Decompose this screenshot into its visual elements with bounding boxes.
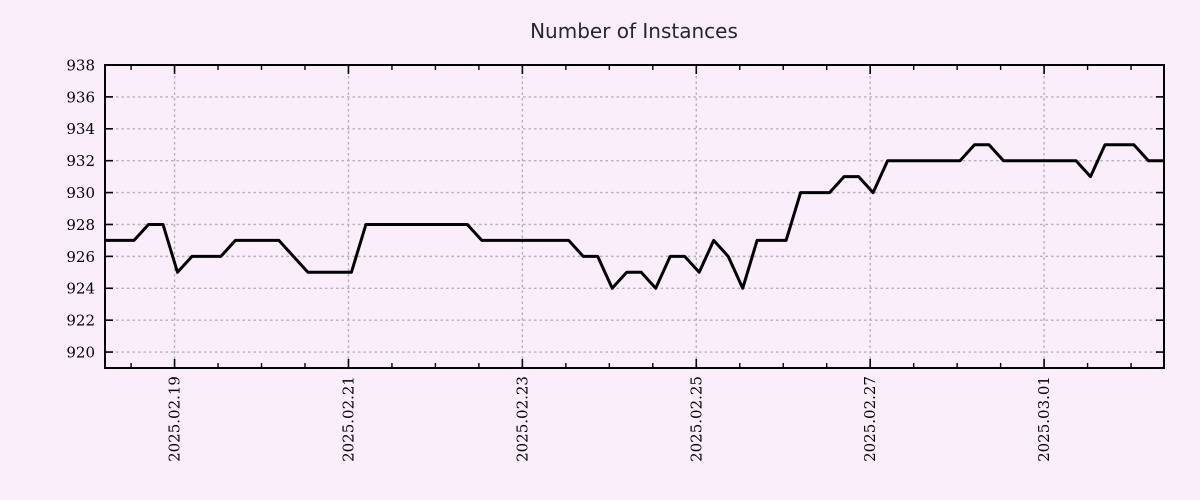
- y-tick-label: 934: [66, 120, 95, 138]
- grid-layer: [105, 65, 1164, 368]
- y-tick-label: 926: [66, 248, 95, 266]
- y-tick-label: 930: [66, 184, 95, 202]
- tick-layer: [105, 64, 1164, 368]
- y-tick-label: 920: [66, 343, 95, 361]
- x-tick-label: 2025.03.01: [1035, 376, 1053, 462]
- y-tick-label: 924: [66, 280, 95, 298]
- x-tick-label: 2025.02.19: [166, 376, 184, 462]
- series-line-instances: [105, 143, 1163, 290]
- x-tick-label: 2025.02.25: [687, 376, 705, 462]
- x-tick-label: 2025.02.23: [513, 376, 531, 462]
- y-tick-label: 932: [66, 152, 95, 170]
- series-layer: [105, 143, 1163, 290]
- y-tick-label: 922: [66, 312, 95, 330]
- x-tick-label: 2025.02.21: [339, 376, 357, 462]
- x-tick-label: 2025.02.27: [861, 376, 879, 462]
- chart-title: Number of Instances: [530, 19, 738, 43]
- frame-layer: [104, 64, 1165, 369]
- y-tick-label: 936: [66, 88, 95, 106]
- label-layer: 920 922 924 926 928 930 932 934 936 938 2025.02.19…: [66, 56, 1053, 461]
- y-tick-label: 928: [66, 216, 95, 234]
- plot-frame: [104, 64, 1165, 369]
- y-tick-label: 938: [66, 56, 95, 74]
